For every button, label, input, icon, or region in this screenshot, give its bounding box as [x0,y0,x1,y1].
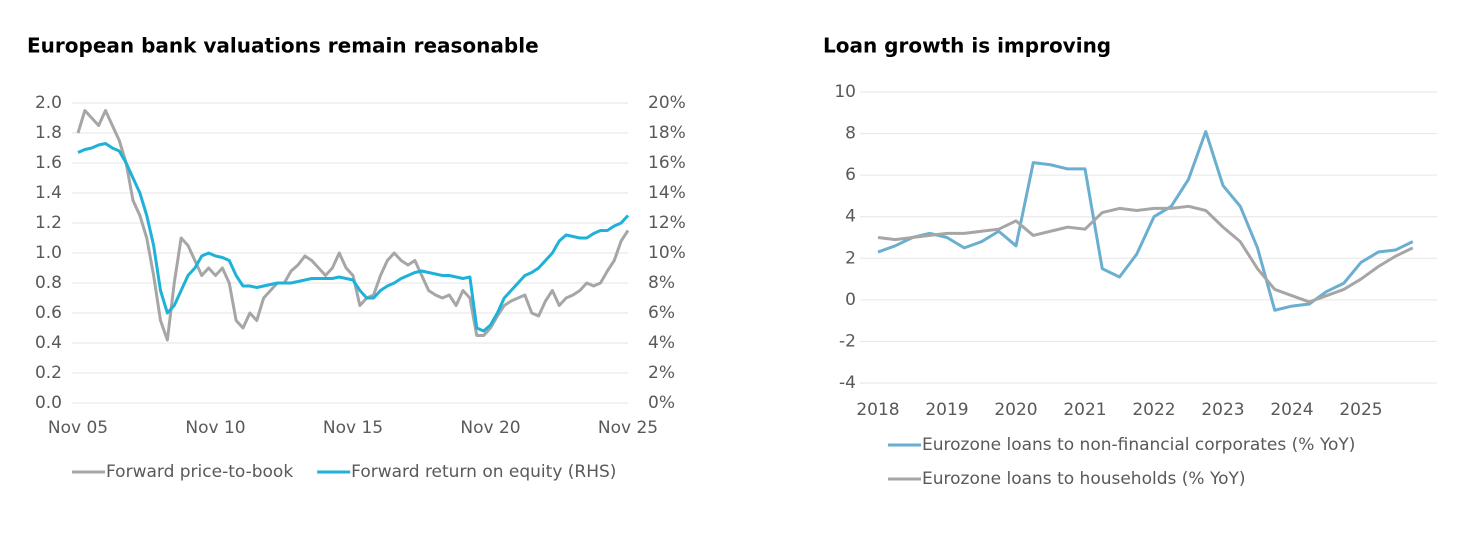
y-tick-label: 0.2 [35,363,62,383]
x-tick-label: 2020 [994,400,1037,420]
x-tick-label: 2018 [856,400,899,420]
y-tick-label: -2 [839,331,856,351]
chart-title: European bank valuations remain reasonab… [27,34,539,58]
y-tick-label: 8 [845,124,856,144]
x-tick-label: 2023 [1201,400,1244,420]
y2-tick-label: 8% [648,273,675,293]
y-tick-label: -4 [839,373,856,393]
x-tick-label: Nov 10 [185,418,245,438]
y-tick-label: 10 [834,82,856,102]
y-tick-label: 0 [845,290,856,310]
y2-tick-label: 6% [648,303,675,323]
x-tick-label: Nov 20 [460,418,520,438]
legend-label: Eurozone loans to non-financial corporat… [922,435,1355,455]
y-tick-label: 0.8 [35,273,62,293]
x-tick-label: 2022 [1132,400,1175,420]
y-tick-label: 0.4 [35,333,62,353]
y-tick-label: 0.0 [35,393,62,413]
y-tick-label: 2 [845,248,856,268]
y2-tick-label: 4% [648,333,675,353]
y2-tick-label: 10% [648,243,686,263]
y-tick-label: 1.6 [35,153,62,173]
y-tick-label: 1.2 [35,213,62,233]
x-tick-label: Nov 05 [48,418,108,438]
chart-title: Loan growth is improving [823,34,1111,58]
x-tick-label: 2021 [1063,400,1106,420]
y2-tick-label: 20% [648,93,686,113]
y-tick-label: 1.4 [35,183,62,203]
legend-label: Forward price-to-book [106,462,293,482]
y2-tick-label: 18% [648,123,686,143]
series-line [76,109,630,342]
y-tick-label: 6 [845,165,856,185]
y-tick-label: 2.0 [35,93,62,113]
y2-tick-label: 12% [648,213,686,233]
legend-label: Eurozone loans to households (% YoY) [922,469,1246,489]
y2-tick-label: 2% [648,363,675,383]
series-line [877,204,1414,304]
x-tick-label: Nov 25 [598,418,658,438]
y2-tick-label: 0% [648,393,675,413]
x-tick-label: 2024 [1270,400,1313,420]
y-tick-label: 0.6 [35,303,62,323]
y-tick-label: 4 [845,207,856,227]
x-tick-label: 2025 [1339,400,1382,420]
x-tick-label: 2019 [925,400,968,420]
legend-label: Forward return on equity (RHS) [351,462,616,482]
y2-tick-label: 16% [648,153,686,173]
y-tick-label: 1.8 [35,123,62,143]
series-line [77,142,630,333]
y2-tick-label: 14% [648,183,686,203]
series-line [877,129,1414,312]
x-tick-label: Nov 15 [323,418,383,438]
y-tick-label: 1.0 [35,243,62,263]
